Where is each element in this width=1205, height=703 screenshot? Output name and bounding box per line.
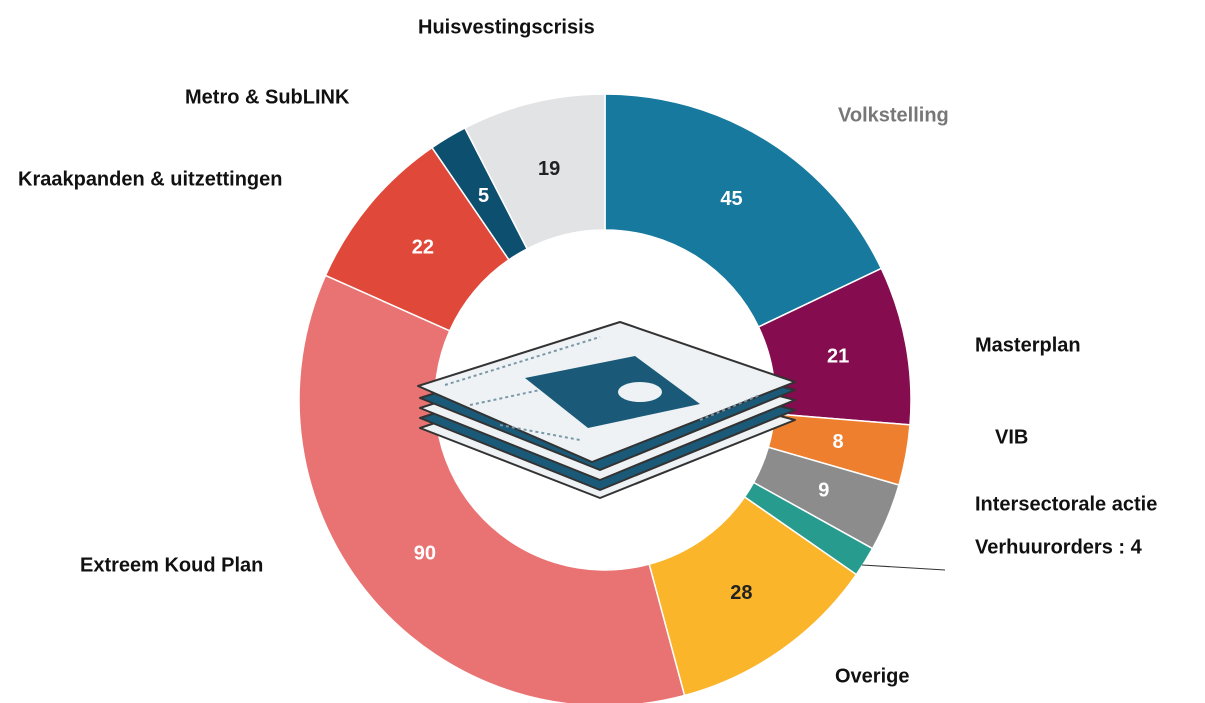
value-label: 28 — [730, 582, 752, 604]
chart: 45 Volkstelling 21 Masterplan 8 VIB 9 Intersect… — [0, 0, 1205, 703]
value-label: 5 — [478, 185, 489, 207]
category-label: Kraakpanden & uitzettingen — [18, 168, 282, 190]
value-label: 45 — [720, 188, 742, 210]
value-label: 8 — [833, 431, 844, 453]
leader-line — [862, 565, 945, 570]
value-label: 19 — [538, 158, 560, 180]
newspaper-icon — [418, 322, 795, 498]
category-label: Overige — [835, 665, 909, 687]
category-label: Volkstelling — [838, 104, 949, 126]
category-label: Metro & SubLINK — [185, 86, 350, 108]
category-label: Extreem Koud Plan — [80, 554, 263, 576]
category-label: Verhuurorders : 4 — [975, 536, 1143, 558]
value-label: 90 — [414, 542, 436, 564]
value-label: 21 — [827, 346, 849, 368]
value-label: 22 — [412, 237, 434, 259]
category-label: Masterplan — [975, 334, 1081, 356]
category-label: Huisvestingscrisis — [418, 16, 595, 38]
category-label: Intersectorale actie — [975, 493, 1157, 515]
value-label: 9 — [818, 479, 829, 501]
category-label: VIB — [995, 426, 1028, 448]
